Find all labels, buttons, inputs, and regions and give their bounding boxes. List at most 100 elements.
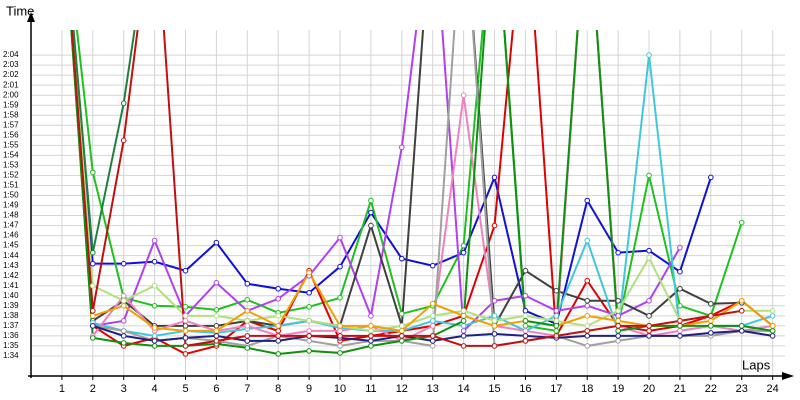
point <box>120 297 127 304</box>
point <box>460 318 467 324</box>
point <box>522 308 529 314</box>
y-tick-label: 2:04 <box>3 50 19 59</box>
point <box>399 328 405 334</box>
point <box>708 318 714 324</box>
point <box>429 343 436 349</box>
point <box>151 258 158 265</box>
x-tick-label: 24 <box>767 383 779 395</box>
point <box>120 292 127 299</box>
point <box>429 333 436 339</box>
point <box>584 333 591 339</box>
point <box>213 323 220 329</box>
y-tick-label: 1:34 <box>3 351 19 360</box>
point <box>553 333 560 339</box>
point <box>646 313 652 319</box>
point <box>368 313 374 319</box>
point <box>182 351 189 357</box>
x-tick-label: 23 <box>736 383 748 395</box>
y-axis-arrow <box>27 12 35 22</box>
point <box>337 263 343 270</box>
point <box>708 300 714 307</box>
point <box>677 318 683 324</box>
point <box>244 296 251 303</box>
point <box>337 328 343 334</box>
point <box>491 318 498 324</box>
point <box>120 328 127 334</box>
point <box>584 328 591 334</box>
point <box>769 328 776 334</box>
point <box>429 318 436 324</box>
point <box>90 169 96 176</box>
point <box>460 249 467 256</box>
point <box>275 328 282 334</box>
point <box>90 308 96 314</box>
point <box>244 318 251 324</box>
point <box>306 318 312 324</box>
x-tick-label: 13 <box>427 383 439 395</box>
point <box>368 323 374 329</box>
point <box>213 239 220 246</box>
point <box>120 100 127 107</box>
point <box>491 343 498 349</box>
y-tick-label: 1:39 <box>3 301 19 310</box>
point <box>769 323 776 329</box>
point <box>460 333 467 339</box>
y-tick-label: 1:48 <box>3 211 19 220</box>
point <box>151 302 158 309</box>
series-line <box>70 30 773 343</box>
y-tick-label: 1:50 <box>3 191 19 200</box>
point <box>615 333 621 339</box>
point <box>646 297 652 304</box>
point <box>738 297 745 304</box>
x-tick-label: 2 <box>90 383 96 395</box>
x-tick-label: 1 <box>59 383 65 395</box>
point <box>275 313 282 319</box>
point <box>584 237 591 244</box>
point <box>769 308 776 314</box>
point <box>646 323 652 329</box>
x-tick-label: 9 <box>306 383 312 395</box>
y-tick-label: 1:52 <box>3 171 19 180</box>
point <box>337 323 343 329</box>
point <box>708 330 714 336</box>
point <box>522 338 529 344</box>
point <box>491 323 498 329</box>
point <box>584 323 591 329</box>
x-axis-title: Laps <box>742 357 771 372</box>
point <box>120 260 127 267</box>
point <box>213 328 220 334</box>
point <box>677 302 683 309</box>
x-tick-label: 21 <box>674 383 686 395</box>
point <box>738 308 745 314</box>
y-tick-label: 1:56 <box>3 130 19 139</box>
point <box>646 328 652 334</box>
point <box>429 313 436 319</box>
point <box>615 323 621 329</box>
point <box>522 333 529 339</box>
point <box>368 343 374 349</box>
y-tick-label: 1:37 <box>3 321 19 330</box>
point <box>120 333 127 339</box>
point <box>213 307 220 313</box>
point <box>182 323 189 329</box>
point <box>306 328 312 334</box>
point <box>306 269 312 276</box>
point <box>213 333 220 339</box>
y-tick-label: 1:42 <box>3 271 19 280</box>
x-tick-label: 14 <box>457 383 469 395</box>
y-tick-label: 1:38 <box>3 311 19 320</box>
y-tick-label: 1:47 <box>3 221 19 230</box>
point <box>584 297 591 304</box>
point <box>615 338 621 344</box>
point <box>182 343 189 349</box>
x-tick-label: 8 <box>275 383 281 395</box>
y-tick-label: 1:57 <box>3 120 19 129</box>
point <box>182 328 189 334</box>
point <box>275 323 282 329</box>
point <box>306 289 312 296</box>
point <box>90 313 96 319</box>
x-tick-label: 16 <box>519 383 531 395</box>
point <box>213 338 220 344</box>
point <box>275 351 282 357</box>
y-tick-label: 1:36 <box>3 331 19 340</box>
